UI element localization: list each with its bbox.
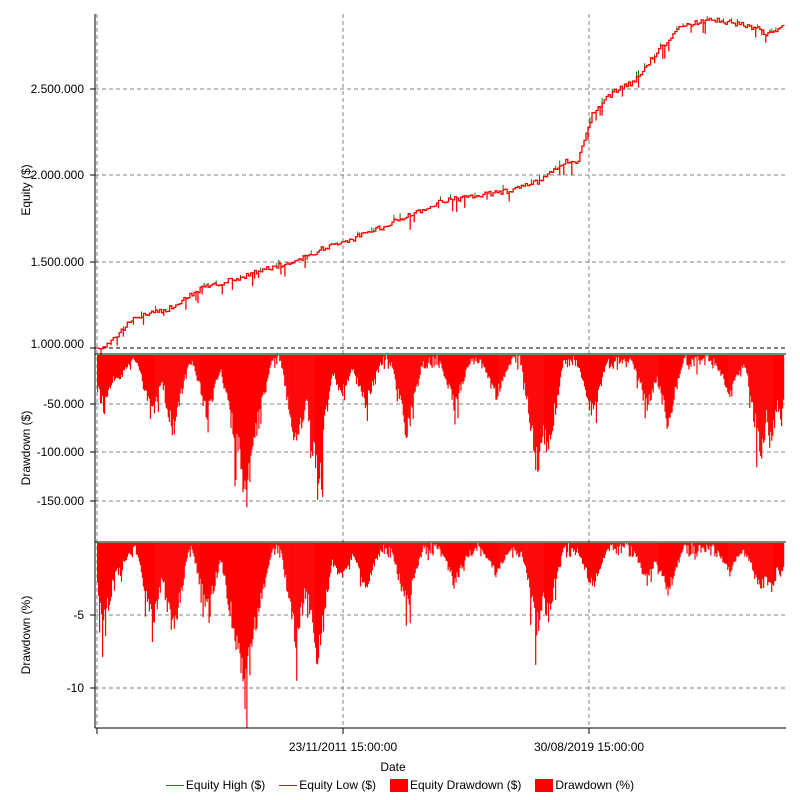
dd-pct-y-ticks: -5 -10 <box>67 608 85 695</box>
ytick: -5 <box>73 608 84 622</box>
legend-item-equity-low[interactable]: Equity Low ($) <box>279 778 376 792</box>
legend-label: Equity Drawdown ($) <box>410 778 522 792</box>
x-axis-title: Date <box>380 760 406 774</box>
legend-label: Equity Low ($) <box>299 778 376 792</box>
legend-label: Equity High ($) <box>185 778 266 792</box>
ytick: 2.500.000 <box>31 82 85 96</box>
equity-low-line <box>97 17 785 359</box>
legend-label: Drawdown (%) <box>555 778 635 792</box>
xtick: 30/08/2019 15:00:00 <box>534 740 644 754</box>
equity-drawdown-usd-area <box>97 355 785 508</box>
legend: Equity High ($) Equity Low ($) Equity Dr… <box>0 778 800 792</box>
axes-frame <box>90 14 786 734</box>
xtick: 23/11/2011 15:00:00 <box>289 740 398 754</box>
equity-y-ticks: 2.500.000 2.000.000 1.500.000 1.000.000 <box>31 82 85 351</box>
green-line-swatch-icon <box>165 784 184 786</box>
drawdown-usd-axis-title: Drawdown ($) <box>19 411 33 486</box>
ytick: 1.500.000 <box>31 255 85 269</box>
ytick: 1.000.000 <box>31 337 85 351</box>
ytick: -10 <box>67 681 85 695</box>
red-box-swatch-icon <box>535 778 554 792</box>
equity-high-line <box>122 16 777 331</box>
legend-item-drawdown-pct[interactable]: Drawdown (%) <box>535 778 634 792</box>
ytick: 2.000.000 <box>31 168 85 182</box>
red-box-swatch-icon <box>390 778 408 792</box>
ytick: -100.000 <box>37 445 85 459</box>
drawdown-pct-area <box>97 543 785 728</box>
legend-item-equity-drawdown[interactable]: Equity Drawdown ($) <box>390 778 521 792</box>
drawdown-pct-axis-title: Drawdown (%) <box>19 596 33 675</box>
ytick: -50.000 <box>43 397 84 411</box>
equity-axis-title: Equity ($) <box>19 164 33 215</box>
equity-series <box>97 16 785 359</box>
red-line-swatch-icon <box>279 784 298 786</box>
legend-item-equity-high[interactable]: Equity High ($) <box>165 778 266 792</box>
ytick: -150.000 <box>37 494 85 508</box>
dd-usd-y-ticks: -50.000 -100.000 -150.000 <box>37 397 85 508</box>
